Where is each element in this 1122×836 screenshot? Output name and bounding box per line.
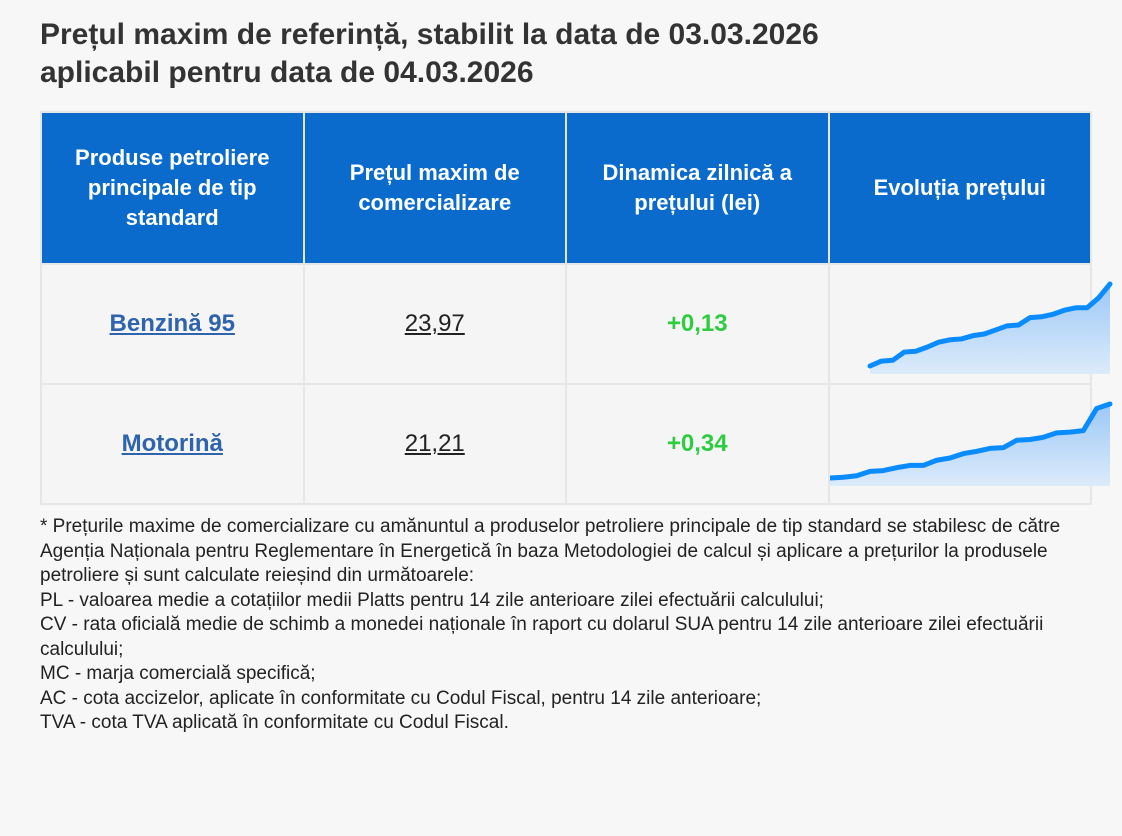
price-change: +0,13 — [565, 263, 830, 385]
price-table: Produse petroliere principale de tip sta… — [40, 111, 1112, 505]
table-row: Benzină 95 23,97 +0,13 — [40, 263, 1112, 385]
footnote-line: MC - marja comercială specifică; — [40, 663, 316, 684]
footnote-line: * Prețurile maxime de comercializare cu … — [40, 516, 1061, 586]
page-title: Prețul maxim de referință, stabilit la d… — [40, 16, 1100, 92]
product-link-motorina[interactable]: Motorină — [121, 430, 223, 457]
header-change: Dinamica zilnică a prețului (lei) — [565, 111, 830, 265]
footnote-line: TVA - cota TVA aplicată în conformitate … — [40, 712, 509, 733]
title-line-2: aplicabil pentru data de 04.03.2026 — [40, 56, 534, 89]
table-row: Motorină 21,21 +0,34 — [40, 383, 1112, 505]
sparkline-line — [829, 401, 1112, 481]
sparkline-chart — [867, 281, 1112, 374]
footnote-line: AC - cota accizelor, aplicate în conform… — [40, 687, 762, 709]
footnote-line: CV - rata oficială medie de schimb a mon… — [40, 614, 1044, 660]
sparkline-line — [867, 281, 1112, 369]
footnote: * Prețurile maxime de comercializare cu … — [40, 515, 1100, 736]
header-trend: Evoluția prețului — [827, 111, 1092, 265]
price-value[interactable]: 23,97 — [404, 310, 465, 337]
header-product: Produse petroliere principale de tip sta… — [40, 111, 305, 265]
sparkline-area — [829, 404, 1110, 486]
sparkline-chart — [829, 401, 1112, 486]
footnote-line: PL - valoarea medie a cotațiilor medii P… — [40, 589, 824, 611]
price-change: +0,34 — [565, 383, 830, 505]
sparkline-area — [869, 284, 1110, 374]
product-link-benzina[interactable]: Benzină 95 — [109, 310, 235, 337]
price-value[interactable]: 21,21 — [404, 430, 465, 457]
title-line-1: Prețul maxim de referință, stabilit la d… — [40, 18, 819, 51]
header-price: Prețul maxim de comercializare — [302, 111, 567, 265]
